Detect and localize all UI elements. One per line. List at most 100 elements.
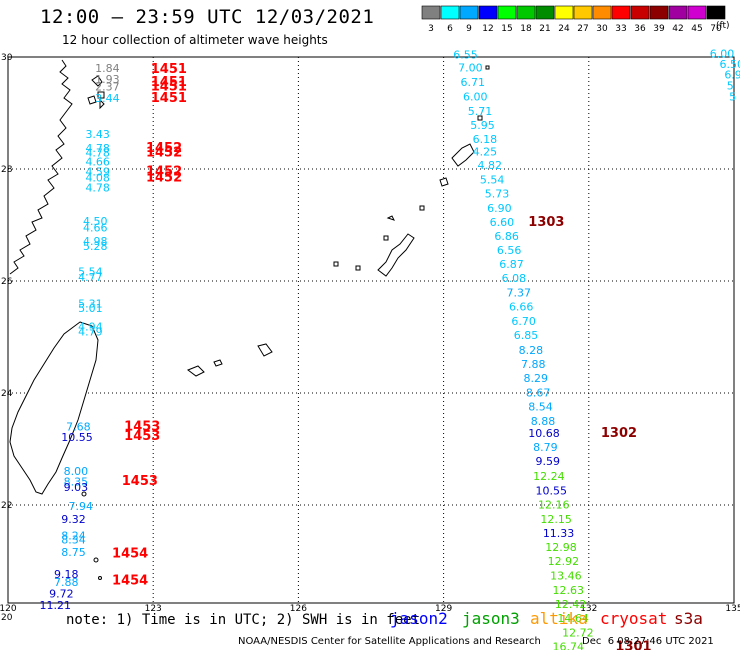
legend-label: 18 <box>520 24 532 34</box>
wave-height-label: 4.08 <box>85 171 110 184</box>
wave-height-label: 5.71 <box>468 105 493 118</box>
pass-time-label: 1451 <box>151 80 187 95</box>
wave-height-label: 12.15 <box>540 513 572 526</box>
wave-height-label: 8.35 <box>64 475 89 488</box>
legend-label: 21 <box>539 24 550 34</box>
wave-height-label: 7.68 <box>66 421 91 434</box>
wave-height-label: 4.50 <box>83 215 108 228</box>
wave-height-label: 6.86 <box>494 230 519 243</box>
legend-label: 30 <box>596 24 608 34</box>
pass-time-label: 1454 <box>112 547 148 562</box>
wave-height-label: 9.03 <box>64 481 89 494</box>
wave-height-label: 7.88 <box>54 576 78 589</box>
wave-height-label: 9.72 <box>49 587 74 600</box>
yaeyama-islands <box>186 343 273 377</box>
wave-height-label: 12.98 <box>545 541 577 554</box>
lat-tick-label: 26 <box>1 277 13 287</box>
wave-height-label: 16.74 <box>553 641 585 650</box>
satellite-altika: altika <box>530 609 588 628</box>
pass-time-label: 1302 <box>601 426 637 441</box>
wave-height-label: 12.72 <box>562 627 594 640</box>
wave-height-label: 6.71 <box>461 76 486 89</box>
wave-height-label: 11.21 <box>39 599 71 612</box>
legend-label: 24 <box>558 24 570 34</box>
wave-height-label: 6.08 <box>502 272 527 285</box>
wave-height-label: 7.37 <box>507 287 532 300</box>
axis-labels: 120 123 126 129 132 135 30 28 26 24 22 20 <box>0 53 740 623</box>
pass-time-label: 1451 <box>151 62 187 77</box>
wave-height-label: 9.59 <box>536 455 561 468</box>
legend-label: 36 <box>634 24 646 34</box>
wave-height-label: 8.24 <box>61 530 86 543</box>
wave-height-label: 12.42 <box>555 598 587 611</box>
legend-label: 15 <box>501 24 512 34</box>
amami-island <box>451 143 475 167</box>
ryukyu-islets <box>333 205 425 271</box>
pass-time-label: 1454 <box>112 574 148 589</box>
wave-height-label: 5.31 <box>78 297 103 310</box>
pass-time-label: 1301 <box>615 640 651 650</box>
wave-height-label: 8.75 <box>61 546 86 559</box>
legend-label: 45 <box>691 24 702 34</box>
legend-swatch <box>630 5 650 20</box>
okinawa-island <box>377 233 415 277</box>
wave-height-label: 6.00 <box>710 48 735 61</box>
generation-timestamp: Dec 6 08:27:46 UTC 2021 <box>582 636 714 647</box>
lat-tick-label: 24 <box>1 389 13 399</box>
tokara-islets <box>439 65 490 187</box>
wave-height-label: 8.54 <box>528 400 553 413</box>
lat-tick-label: 22 <box>1 501 12 511</box>
wave-height-label: 8.34 <box>61 534 86 547</box>
wave-height-label: 7.88 <box>521 358 546 371</box>
wave-height-label: 6.55 <box>453 49 478 62</box>
china-coast <box>9 59 73 275</box>
map-subtitle: 12 hour collection of altimeter wave hei… <box>62 33 328 47</box>
wave-height-label: 14.64 <box>557 612 589 625</box>
legend-label: 9 <box>466 24 472 34</box>
legend-swatch <box>592 5 612 20</box>
lat-tick-label: 28 <box>1 165 13 175</box>
wave-height-label: 12.24 <box>533 470 565 483</box>
lon-tick-label: 123 <box>145 604 162 614</box>
lon-tick-label: 120 <box>0 604 17 614</box>
lon-tick-label: 126 <box>290 604 307 614</box>
wave-height-label: 8.28 <box>519 344 544 357</box>
wave-height-label: 4.59 <box>85 166 110 179</box>
pass-time-label: 1453 <box>122 474 158 489</box>
wave-height-label: 6.85 <box>514 329 539 342</box>
wave-height-label: 5.54 <box>480 174 505 187</box>
wave-height-label: 4.78 <box>85 147 110 160</box>
legend-swatch <box>706 5 726 20</box>
footer-note: note: 1) Time is in UTC; 2) SWH is in fe… <box>66 612 421 628</box>
wave-height-label: 1.84 <box>95 62 120 75</box>
legend-swatch <box>687 5 707 20</box>
wave-height-label: 3.44 <box>95 92 120 105</box>
islet <box>98 576 102 580</box>
islet <box>93 557 99 563</box>
legend-swatch <box>611 5 631 20</box>
legend-swatch <box>459 5 479 20</box>
legend-label: 39 <box>653 24 665 34</box>
legend-label: 6 <box>447 24 453 34</box>
lon-tick-label: 129 <box>435 604 452 614</box>
wave-height-label: 5.54 <box>78 265 103 278</box>
wave-height-label: 4.77 <box>78 271 103 284</box>
pass-time-label: 1452 <box>146 141 182 156</box>
legend-swatch <box>440 5 460 20</box>
wave-height-label: 11.33 <box>543 527 575 540</box>
pass-time-label: 1451 <box>151 75 187 90</box>
legend-swatch <box>554 5 574 20</box>
legend-swatch <box>649 5 669 20</box>
wave-height-label: 3.43 <box>85 128 110 141</box>
legend-swatch <box>421 5 441 20</box>
wave-height-label: 6.60 <box>490 216 514 229</box>
pass-time-label: 1453 <box>124 420 160 435</box>
wave-height-label: 5 <box>727 79 734 92</box>
pass-time-label: 1453 <box>124 429 160 444</box>
graticule <box>8 57 734 603</box>
wave-height-label: 9.32 <box>61 513 86 526</box>
legend-swatch <box>478 5 498 20</box>
lat-tick-label: 30 <box>1 53 13 63</box>
legend-swatch <box>516 5 536 20</box>
wave-height-label: 4.78 <box>85 181 110 194</box>
